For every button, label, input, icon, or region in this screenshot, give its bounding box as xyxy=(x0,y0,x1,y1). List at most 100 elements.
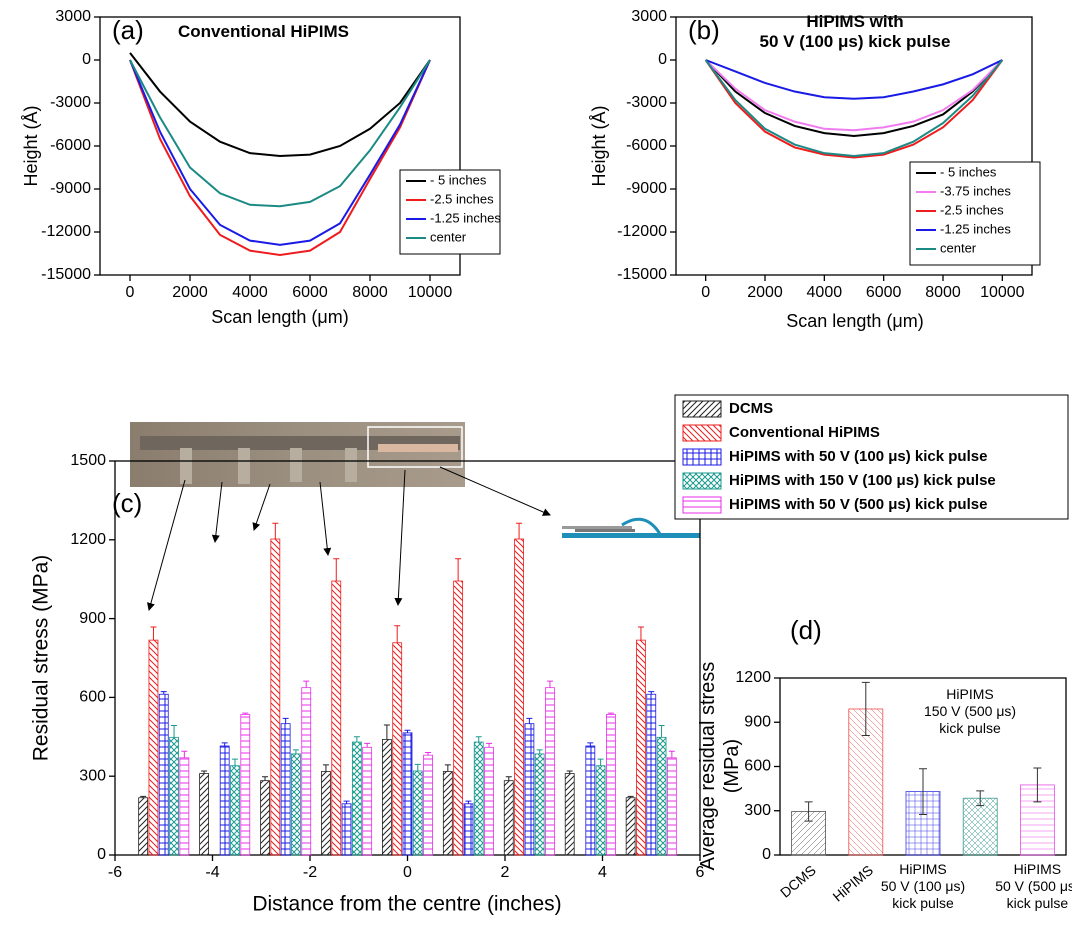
bar xyxy=(138,797,149,856)
error-bar xyxy=(1033,767,1042,803)
x-tick-label: 0 xyxy=(701,284,710,301)
error-bar xyxy=(919,768,927,815)
y-axis-label: Height (Å) xyxy=(589,105,609,186)
bar xyxy=(463,803,474,856)
error-bar xyxy=(364,742,371,748)
bar xyxy=(412,770,423,856)
error-bar xyxy=(516,522,523,540)
x-axis-label: Scan length (μm) xyxy=(786,311,923,331)
error-bar xyxy=(536,749,543,754)
bar xyxy=(219,745,230,856)
bar xyxy=(291,753,301,856)
error-bar xyxy=(181,750,188,758)
error-bar xyxy=(160,691,167,695)
bar xyxy=(646,693,657,856)
error-bar xyxy=(262,776,269,781)
y-tick-label: -12000 xyxy=(617,223,667,240)
bar xyxy=(169,736,179,856)
bar xyxy=(484,746,494,856)
bar xyxy=(545,687,555,856)
bar xyxy=(351,741,362,856)
x-axis-label: Scan length (μm) xyxy=(211,307,348,327)
y-tick-label: 600 xyxy=(744,758,771,775)
x-tick-label: 4000 xyxy=(232,284,268,301)
x-tick-label: HiPIMS 50 V (500 μs) kick pulse xyxy=(995,861,1072,911)
y-tick-label: -3000 xyxy=(626,94,667,111)
y-axis-label: Average residual stress (MPa) xyxy=(697,662,743,871)
legend-swatch xyxy=(682,424,722,442)
legend-label: DCMS xyxy=(729,400,773,417)
bar xyxy=(331,580,342,856)
y-tick-label: 3000 xyxy=(631,8,667,25)
legend-label: -3.75 inches xyxy=(940,183,1011,198)
y-axis-label: Height (Å) xyxy=(21,105,41,186)
x-tick-label: -4 xyxy=(205,864,219,881)
error-bar xyxy=(587,742,594,746)
legend-box xyxy=(674,394,1069,520)
y-tick-label: -15000 xyxy=(617,266,667,283)
x-tick-label: 4000 xyxy=(807,284,843,301)
x-tick-label: -6 xyxy=(108,864,122,881)
legend-swatch xyxy=(682,448,722,466)
error-bar xyxy=(566,770,573,774)
error-bar xyxy=(272,522,279,540)
error-bar xyxy=(404,729,411,733)
y-tick-label: 1200 xyxy=(70,531,106,548)
x-tick-label: 8000 xyxy=(352,284,388,301)
x-tick-label: DCMS xyxy=(777,862,819,901)
bar xyxy=(270,538,281,856)
bar xyxy=(341,803,352,856)
error-bar xyxy=(486,742,493,748)
bar xyxy=(503,780,514,856)
bar xyxy=(423,754,434,856)
y-tick-label: -9000 xyxy=(626,180,667,197)
bar xyxy=(280,723,291,856)
error-bar xyxy=(140,795,147,798)
error-bar xyxy=(465,800,472,804)
y-tick-label: 1200 xyxy=(735,669,771,686)
error-bar xyxy=(343,800,350,804)
legend-label: center xyxy=(940,240,977,255)
bar xyxy=(199,773,209,856)
data-line xyxy=(705,59,1003,100)
legend-swatch xyxy=(682,472,722,490)
photo xyxy=(130,422,465,487)
bar xyxy=(301,687,312,856)
x-tick-label: 6000 xyxy=(292,284,328,301)
error-bar xyxy=(353,736,360,743)
y-tick-label: -9000 xyxy=(50,180,91,197)
data-line xyxy=(704,59,1004,132)
bar xyxy=(321,771,331,856)
x-tick-label: 0 xyxy=(403,864,412,881)
error-bar xyxy=(976,790,985,807)
bar xyxy=(585,745,596,856)
bar xyxy=(606,714,616,856)
annotation: HiPIMS 150 V (500 μs) kick pulse xyxy=(924,686,1016,736)
x-tick-label: 0 xyxy=(126,284,135,301)
bar xyxy=(362,746,373,856)
error-bar xyxy=(861,681,870,737)
y-tick-label: 3000 xyxy=(55,8,91,25)
y-tick-label: 300 xyxy=(79,767,106,784)
x-tick-label: HiPIMS 50 V (500 μs) kick pulse xyxy=(995,861,1072,911)
bar xyxy=(402,732,413,856)
x-tick-label: 4 xyxy=(598,864,607,881)
x-axis-label: Distance from the centre (inches) xyxy=(252,893,561,916)
legend-swatch xyxy=(682,400,722,418)
error-bar xyxy=(505,776,512,781)
error-bar xyxy=(597,758,604,766)
error-bar xyxy=(455,558,462,582)
bar xyxy=(381,739,392,856)
legend-box xyxy=(399,169,501,255)
arrows xyxy=(147,466,551,611)
bar xyxy=(666,757,677,856)
legend-label: -2.5 inches xyxy=(430,191,494,206)
y-tick-label: -6000 xyxy=(50,137,91,154)
bar xyxy=(656,736,667,856)
chart-title: HiPIMS with 50 V (100 μs) kick pulse xyxy=(759,12,951,52)
x-tick-label: -2 xyxy=(303,864,317,881)
bar xyxy=(534,753,545,856)
bar xyxy=(230,765,240,856)
error-bar xyxy=(804,801,813,822)
